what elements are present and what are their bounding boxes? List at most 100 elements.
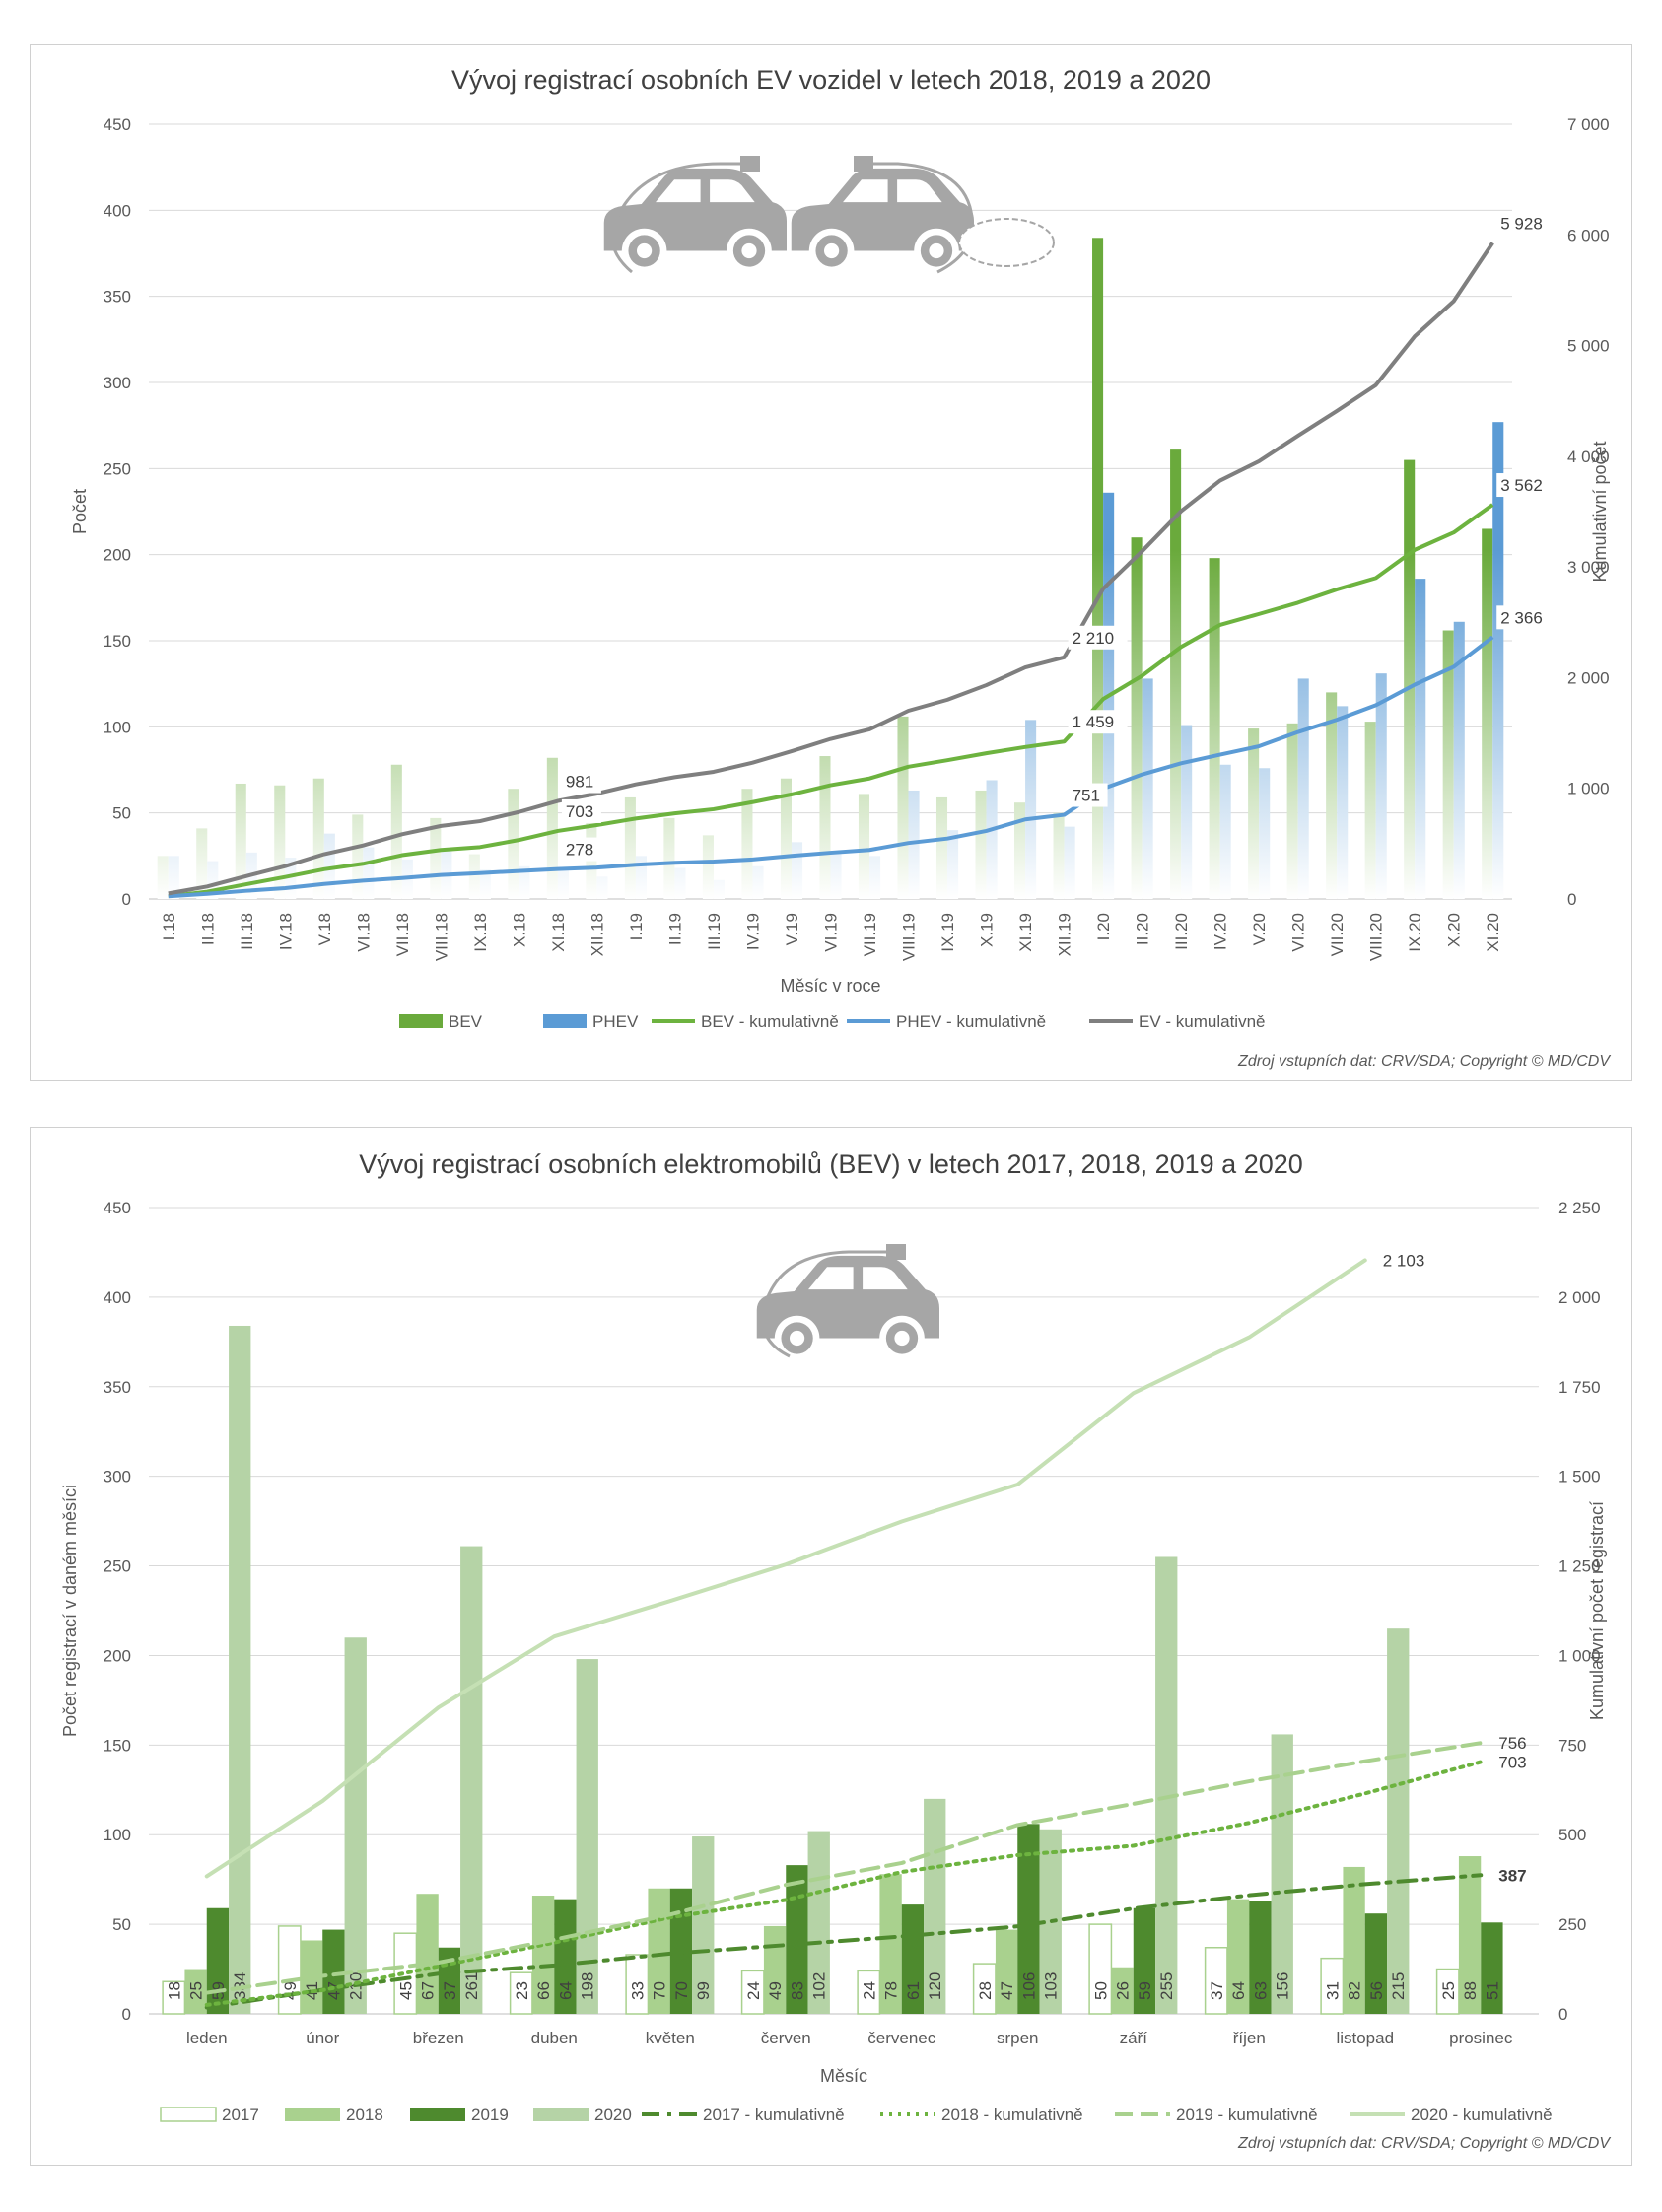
bar-phev [1259,768,1271,899]
bar-bev [1326,692,1338,899]
bar-2018 [995,1929,1018,2014]
x-tick-label: XII.19 [1056,913,1074,956]
data-label-bg [561,769,601,794]
data-label-bg [1068,783,1108,807]
bar-phev [1297,678,1309,899]
bar-phev [986,780,998,899]
bar-phev [207,861,219,899]
x-tick-label: prosinec [1449,2029,1513,2047]
x-tick-label: leden [186,2029,228,2047]
data-label: 387 [1498,1866,1526,1885]
bar-2019 [1481,1922,1503,2014]
x-tick-label: I.18 [160,913,178,940]
line-series [168,503,1494,899]
bar-phev [635,856,647,899]
bar-phev [363,847,375,899]
bar-2020 [576,1659,598,2014]
line-series [204,1873,1484,2010]
bar-bev [1170,449,1182,899]
bar-value-label: 82 [1346,1981,1364,2000]
bar-bev [780,778,792,899]
y2-tick-label: 1 000 [1567,780,1610,798]
bar-value-label: 102 [810,1972,829,2000]
x-tick-label: V.20 [1250,913,1269,945]
bar-bev [430,817,442,899]
bar-2017 [1320,1957,1345,2015]
bar-bev [975,790,987,899]
y2-tick-label: 1 750 [1558,1378,1601,1397]
bar-bev [468,854,480,899]
bar-value-label: 99 [694,1981,713,2000]
x-tick-label: X.19 [978,913,997,947]
bar-value-label: 63 [1251,1981,1270,2000]
x-tick-label: IX.20 [1406,913,1424,952]
y2-tick-label: 1 500 [1558,1468,1601,1486]
x-tick-label: II.18 [198,913,217,945]
bar-2018 [1226,1899,1250,2014]
bar-bev [624,796,636,899]
x-tick-label: VI.18 [354,913,373,952]
legend-label: PHEV [592,1012,639,1031]
bar-2019 [438,1947,461,2014]
bar-phev [557,867,569,899]
bar-value-label: 49 [766,1981,785,2000]
bar-phev [168,856,179,899]
y-axis-title: Počet [70,489,90,534]
y-tick-label: 150 [104,1736,131,1755]
line-series [204,1760,1484,2007]
cable-line [610,162,740,274]
car-window [808,1267,908,1290]
bev-registrations-chart: Vývoj registrací osobních elektromobilů … [60,1149,1611,2152]
bar-2019 [1249,1901,1272,2014]
bar-value-label: 83 [788,1981,806,2000]
bar-phev [1492,422,1504,899]
bar-bev [1248,728,1260,899]
y-tick-label: 450 [104,115,131,134]
bar-value-label: 61 [904,1981,923,2000]
data-label: 5 928 [1500,214,1543,233]
x-tick-label: III.18 [238,913,256,950]
bar-2020 [229,1325,251,2014]
x-tick-label: IX.18 [471,913,490,952]
bar-value-label: 37 [1208,1981,1226,2000]
chart-title: Vývoj registrací osobních EV vozidel v l… [451,65,1211,95]
bar-value-label: 25 [1439,1981,1458,2000]
bar-phev [791,842,803,899]
bar-value-label: 28 [976,1981,995,2000]
cable-line [761,1250,888,1358]
bar-value-label: 261 [462,1972,481,2000]
car-icon [603,168,787,274]
bar-phev [830,851,842,899]
data-label: 278 [566,841,593,860]
source-note: Zdroj vstupních dat: CRV/SDA; Copyright … [1237,1053,1611,1070]
bar-2018 [416,1894,439,2014]
bar-2019 [901,1904,925,2014]
x-tick-label: duben [531,2029,578,2047]
x-tick-label: X.20 [1445,913,1464,947]
icon-label-bev: BEV [772,159,807,177]
x-tick-label: IX.19 [938,913,957,952]
bar-phev [1219,764,1231,899]
bar-value-label: 70 [651,1981,669,2000]
bar-phev [674,867,686,899]
icon-label-phev: PHEV [984,235,1030,253]
bar-bev [1482,528,1493,899]
bar-phev [1415,579,1426,899]
bar-bev [508,789,519,899]
bar-value-label: 106 [1019,1972,1038,2000]
legend-swatch [160,2107,217,2122]
x-axis-title: Měsíc v roce [780,976,880,996]
bar-value-label: 156 [1274,1972,1292,2000]
y-tick-label: 50 [112,1915,131,1934]
x-tick-label: červenec [867,2029,935,2047]
bar-value-label: 64 [556,1981,575,2000]
bar-2019 [554,1899,577,2014]
cloud-icon [958,218,1055,267]
y-tick-label: 400 [104,1288,131,1307]
bar-bev [1014,802,1026,899]
line-series [168,242,1494,896]
bar-value-label: 25 [187,1981,206,2000]
x-tick-label: XI.19 [1016,913,1035,952]
x-tick-label: II.20 [1134,913,1152,945]
x-tick-label: květen [646,2029,695,2047]
